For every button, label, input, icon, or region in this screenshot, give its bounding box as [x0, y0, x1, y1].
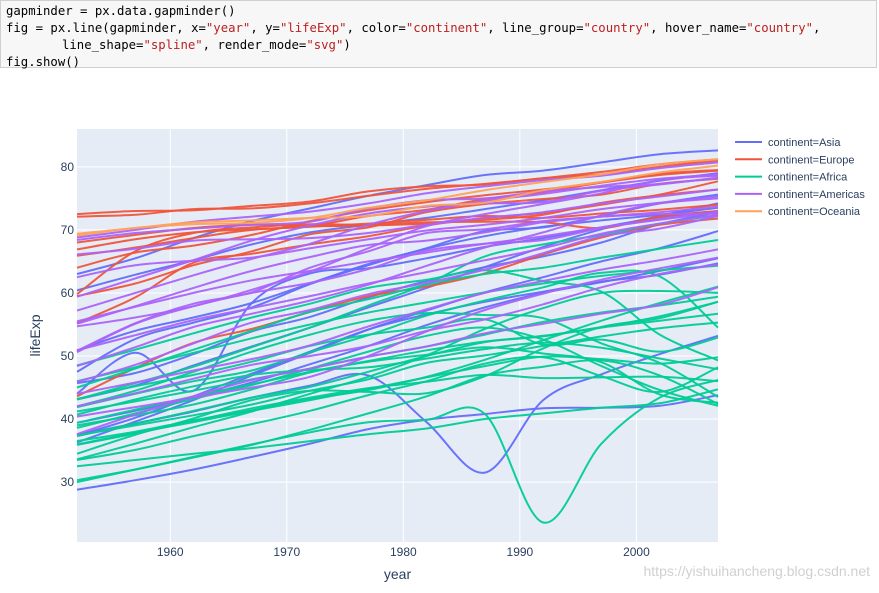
- legend-label: continent=Asia: [768, 137, 841, 149]
- series-line[interactable]: [76, 188, 719, 256]
- x-tick-label: 1970: [273, 545, 300, 559]
- series-line[interactable]: [76, 176, 719, 298]
- x-tick-label: 2000: [623, 545, 650, 559]
- x-tick-label: 1980: [390, 545, 417, 559]
- series-line[interactable]: [76, 213, 719, 352]
- code-line-1: gapminder = px.data.gapminder(): [6, 4, 236, 18]
- series-line[interactable]: [76, 214, 719, 401]
- series-lines: [76, 149, 719, 524]
- series-line[interactable]: [76, 346, 719, 427]
- line-chart[interactable]: 30 40 50 60 70 80 1960 1970 1980 1990 2000 year l…: [0, 70, 879, 589]
- legend-item-europe[interactable]: continent=Europe: [735, 154, 855, 166]
- series-line[interactable]: [76, 317, 719, 400]
- legend: continent=Asia continent=Europe continent=…: [735, 137, 865, 218]
- code-line-4: fig.show(): [6, 55, 81, 69]
- legend-label: continent=Americas: [768, 189, 865, 201]
- series-line[interactable]: [76, 205, 719, 325]
- series-line[interactable]: [76, 239, 719, 389]
- series-line[interactable]: [76, 158, 719, 237]
- series-line[interactable]: [76, 355, 719, 446]
- series-line[interactable]: [76, 177, 719, 298]
- code-cell[interactable]: gapminder = px.data.gapminder() fig = px…: [0, 0, 877, 69]
- series-line[interactable]: [76, 158, 719, 218]
- x-tick-label: 1990: [507, 545, 534, 559]
- legend-label: continent=Africa: [768, 172, 848, 184]
- plot-output: 30 40 50 60 70 80 1960 1970 1980 1990 2000 year l…: [0, 70, 879, 589]
- series-line[interactable]: [76, 359, 719, 482]
- code-line-2: fig = px.line(gapminder, x="year", y="li…: [6, 21, 821, 35]
- series-line[interactable]: [76, 197, 719, 368]
- legend-item-asia[interactable]: continent=Asia: [735, 137, 841, 149]
- series-line[interactable]: [76, 289, 719, 461]
- code-line-3: line_shape="spline", render_mode="svg"): [62, 38, 351, 52]
- series-line[interactable]: [76, 286, 719, 436]
- y-tick-label: 30: [61, 475, 75, 489]
- series-line[interactable]: [76, 263, 719, 408]
- series-line[interactable]: [76, 211, 719, 323]
- series-line[interactable]: [76, 230, 719, 444]
- series-line[interactable]: [76, 355, 719, 461]
- series-line[interactable]: [76, 173, 719, 312]
- y-tick-label: 50: [61, 349, 75, 363]
- watermark: https://yishuihancheng.blog.csdn.net: [643, 563, 871, 579]
- y-tick-label: 60: [61, 286, 75, 300]
- x-axis-title: year: [384, 566, 412, 582]
- series-line[interactable]: [76, 248, 719, 395]
- series-oceania: [76, 158, 719, 237]
- legend-label: continent=Oceania: [768, 206, 861, 218]
- legend-label: continent=Europe: [768, 154, 855, 166]
- series-line[interactable]: [76, 215, 719, 383]
- legend-item-oceania[interactable]: continent=Oceania: [735, 206, 861, 218]
- legend-item-americas[interactable]: continent=Americas: [735, 189, 865, 201]
- y-tick-labels: 30 40 50 60 70 80: [61, 160, 75, 489]
- y-tick-label: 80: [61, 160, 75, 174]
- y-tick-label: 40: [61, 412, 75, 426]
- x-tick-label: 1960: [157, 545, 184, 559]
- legend-item-africa[interactable]: continent=Africa: [735, 172, 848, 184]
- y-tick-label: 70: [61, 223, 75, 237]
- series-line[interactable]: [76, 164, 719, 235]
- series-line[interactable]: [76, 269, 719, 367]
- series-line[interactable]: [76, 269, 719, 409]
- series-line[interactable]: [76, 388, 719, 468]
- series-line[interactable]: [76, 321, 719, 437]
- series-line[interactable]: [76, 264, 719, 383]
- series-africa: [76, 214, 719, 524]
- series-line[interactable]: [76, 341, 719, 416]
- y-axis-title: lifeExp: [27, 314, 43, 356]
- x-tick-labels: 1960 1970 1980 1990 2000: [157, 545, 650, 559]
